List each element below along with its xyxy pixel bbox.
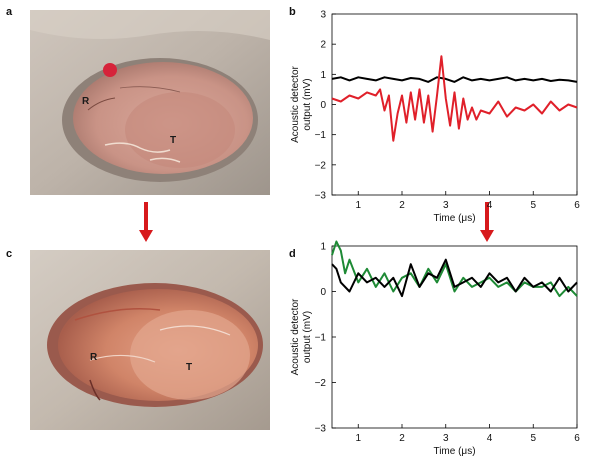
tissue-label-r-a: R	[82, 96, 90, 107]
chart-d-x-tick-label: 3	[443, 433, 449, 444]
chart-b-y-axis-label: Acoustic detectoroutput (mV)	[290, 65, 313, 142]
chart-d-x-tick-label: 5	[530, 433, 536, 444]
chart-d-x-tick-label: 6	[574, 433, 580, 444]
chart-b: −3 −2 −1 0 1 2 3 1 2 3 4 5 6 Time (μs) Acoustic detect…	[290, 10, 580, 225]
chart-d-x-tick-label: 4	[487, 433, 493, 444]
chart-b-plot-frame	[331, 13, 578, 196]
panel-letter-d: d	[289, 248, 296, 260]
chart-b-x-tick-label: 2	[399, 200, 405, 211]
chart-b-x-tick-label: 6	[574, 200, 580, 211]
arrow-down-icon	[480, 202, 494, 242]
photo-tissue-before	[30, 10, 270, 195]
chart-b-y-tick-label: 2	[320, 40, 326, 51]
chart-b-x-tick-label: 1	[355, 200, 361, 211]
chart-d-series-0-line	[331, 240, 578, 298]
panel-letter-a: a	[6, 6, 13, 18]
chart-d-y-tick-label: −1	[315, 333, 327, 344]
chart-d-x-tick-label: 1	[355, 433, 361, 444]
chart-b-series-0-line	[331, 76, 578, 83]
chart-d-series-1-line	[331, 258, 578, 298]
chart-d-y-axis-label: Acoustic detectoroutput (mV)	[290, 298, 313, 375]
arrow-down-icon	[139, 202, 153, 242]
chart-b-y-tick-label: −1	[315, 130, 327, 141]
chart-b-x-tick-label: 4	[487, 200, 493, 211]
chart-b-y-tick-label: −3	[315, 191, 327, 202]
chart-d-y-tick-label: 0	[320, 287, 326, 298]
tissue-label-t-a: T	[170, 135, 177, 146]
panel-letter-b: b	[289, 6, 296, 18]
chart-d-x-axis-label: Time (μs)	[433, 446, 475, 457]
chart-b-x-tick-label: 5	[530, 200, 536, 211]
chart-d-y-tick-label: −2	[315, 378, 327, 389]
chart-b-x-axis-label: Time (μs)	[433, 213, 475, 224]
tissue-label-r-c: R	[90, 352, 98, 363]
chart-b-series-1-line	[331, 55, 578, 142]
panel-letter-c: c	[6, 248, 13, 260]
chart-d: −3 −2 −1 0 1 1 2 3 4 5 6 Time (μs) Acoustic detector…	[290, 240, 580, 457]
chart-b-x-tick-label: 3	[443, 200, 449, 211]
chart-b-y-tick-label: −2	[315, 160, 327, 171]
tissue-label-t-c: T	[186, 362, 193, 373]
chart-b-y-tick-label: 0	[320, 100, 326, 111]
chart-d-x-tick-label: 2	[399, 433, 405, 444]
chart-d-y-tick-label: −3	[315, 424, 327, 435]
chart-b-y-tick-label: 3	[320, 10, 326, 21]
chart-d-y-tick-label: 1	[320, 242, 326, 253]
photo-tissue-after	[30, 250, 270, 430]
chart-b-y-tick-label: 1	[320, 70, 326, 81]
